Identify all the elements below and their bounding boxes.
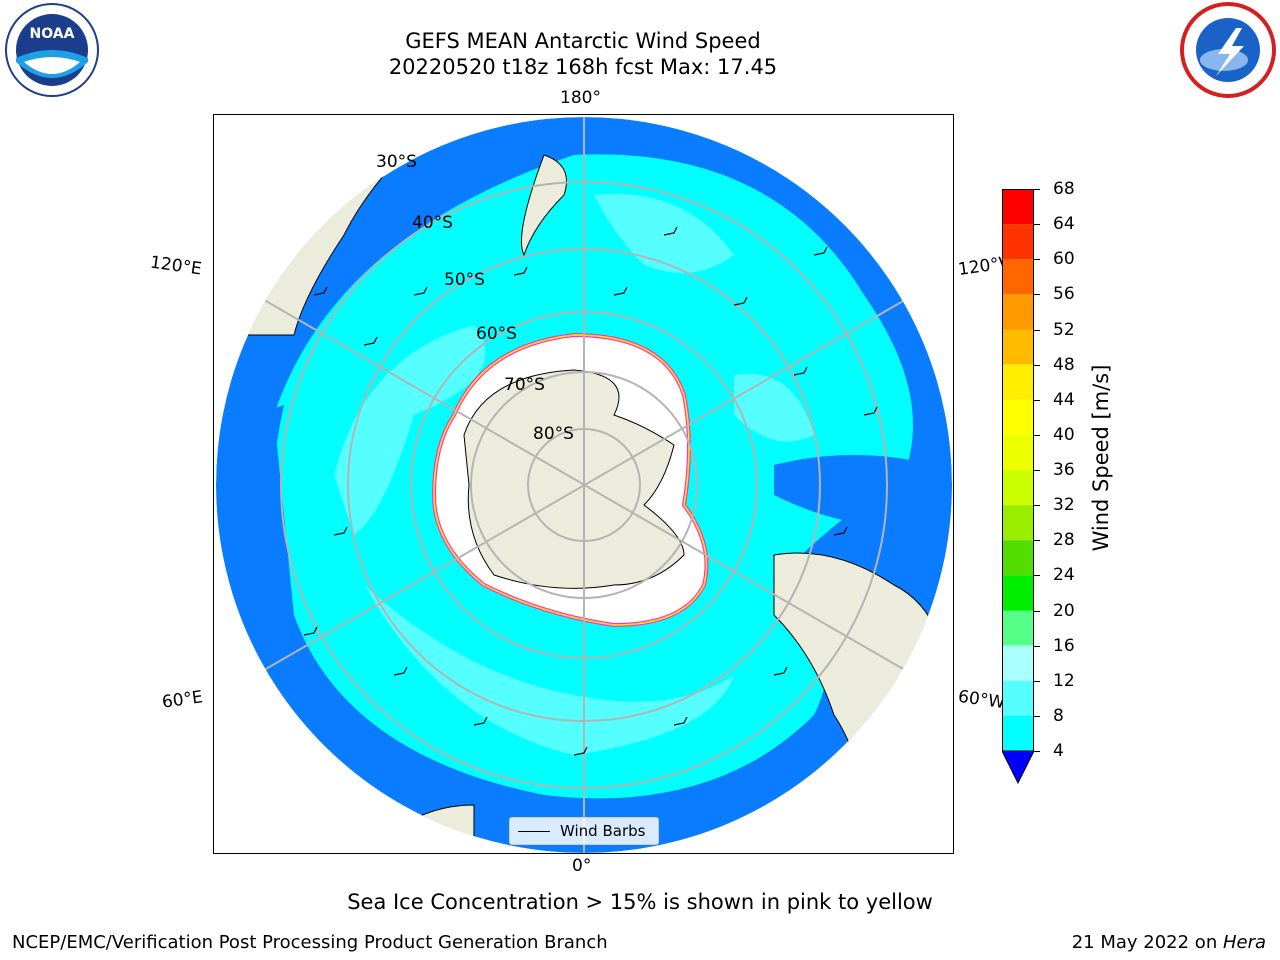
colorbar-svg bbox=[1001, 189, 1035, 785]
colorbar-tick-mark bbox=[1034, 610, 1040, 612]
wind-barbs bbox=[303, 226, 878, 756]
colorbar-segment bbox=[1002, 189, 1034, 225]
colorbar-segment bbox=[1002, 715, 1034, 751]
colorbar-tick-label: 40 bbox=[1053, 424, 1075, 445]
lat-label-80s: 80°S bbox=[533, 424, 574, 444]
nws-logo bbox=[1178, 2, 1278, 98]
colorbar-tick-label: 48 bbox=[1053, 354, 1075, 375]
colorbar-segment bbox=[1002, 540, 1034, 576]
colorbar-segment bbox=[1002, 364, 1034, 400]
colorbar-tick-label: 64 bbox=[1053, 214, 1075, 235]
footer-host: Hera bbox=[1222, 932, 1266, 953]
colorbar-segment bbox=[1002, 610, 1034, 646]
colorbar-tick-mark bbox=[1034, 259, 1040, 261]
lat-label-50s: 50°S bbox=[444, 270, 485, 290]
graticule bbox=[216, 117, 952, 853]
colorbar-tick-mark bbox=[1034, 434, 1040, 436]
lat-label-70s: 70°S bbox=[504, 375, 545, 395]
legend-label: Wind Barbs bbox=[560, 822, 646, 840]
colorbar-tick-mark bbox=[1034, 470, 1040, 471]
colorbar-segment bbox=[1002, 645, 1034, 681]
lon-label-0: 0° bbox=[572, 856, 592, 876]
colorbar-tick-label: 4 bbox=[1053, 741, 1064, 761]
colorbar-segment bbox=[1002, 470, 1034, 506]
colorbar-tick-label: 60 bbox=[1053, 249, 1075, 270]
polar-map bbox=[214, 115, 953, 853]
colorbar-segment bbox=[1002, 259, 1034, 295]
footer-right: 21 May 2022 on Hera bbox=[1072, 932, 1266, 953]
colorbar-segment bbox=[1002, 294, 1034, 330]
colorbar-tick-mark bbox=[1034, 189, 1040, 190]
colorbar-tick-mark bbox=[1034, 680, 1040, 682]
colorbar-tick-label: 56 bbox=[1053, 284, 1075, 305]
footer-date: 21 May 2022 on bbox=[1071, 932, 1223, 953]
noaa-logo: NOAA bbox=[2, 2, 102, 98]
colorbar-tick-mark bbox=[1034, 715, 1040, 717]
colorbar-tick-label: 8 bbox=[1053, 705, 1064, 726]
colorbar-tick-label: 16 bbox=[1053, 635, 1075, 656]
colorbar-tick-label: 36 bbox=[1053, 460, 1075, 480]
noaa-logo-text: NOAA bbox=[30, 26, 75, 42]
colorbar-tick-label: 32 bbox=[1053, 495, 1075, 516]
map-legend: Wind Barbs bbox=[509, 817, 659, 845]
caption: Sea Ice Concentration > 15% is shown in … bbox=[347, 890, 933, 914]
colorbar-tick-mark bbox=[1034, 575, 1040, 577]
colorbar-tick-label: 44 bbox=[1053, 389, 1075, 410]
chart-subtitle: 20220520 t18z 168h fcst Max: 17.45 bbox=[388, 55, 778, 79]
lat-label-40s: 40°S bbox=[412, 213, 453, 233]
chart-title: GEFS MEAN Antarctic Wind Speed bbox=[405, 29, 761, 53]
legend-line bbox=[518, 831, 550, 832]
colorbar-tick-mark bbox=[1034, 645, 1040, 647]
colorbar-tick-label: 52 bbox=[1053, 319, 1075, 340]
lon-label-120e: 120°E bbox=[148, 252, 203, 280]
colorbar-tick-mark bbox=[1034, 505, 1040, 507]
colorbar-tick-mark bbox=[1034, 364, 1040, 366]
lon-label-60e: 60°E bbox=[160, 687, 205, 713]
colorbar-tick-mark bbox=[1034, 224, 1040, 226]
colorbar-segment bbox=[1002, 680, 1034, 716]
colorbar-segment bbox=[1002, 505, 1034, 541]
colorbar-label: Wind Speed [m/s] bbox=[1089, 364, 1113, 552]
colorbar-extend bbox=[1001, 750, 1035, 785]
colorbar-tick-label: 28 bbox=[1053, 530, 1075, 551]
footer-left: NCEP/EMC/Verification Post Processing Pr… bbox=[12, 932, 608, 953]
colorbar-tick-mark bbox=[1034, 540, 1040, 542]
colorbar-frame bbox=[1002, 189, 1034, 752]
colorbar-segment bbox=[1002, 575, 1034, 611]
colorbar-tick-mark bbox=[1034, 751, 1040, 752]
colorbar-tick-label: 24 bbox=[1053, 565, 1075, 586]
colorbar-segment bbox=[1002, 329, 1034, 365]
colorbar-tick-mark bbox=[1034, 329, 1040, 331]
colorbar-tick-mark bbox=[1034, 399, 1040, 401]
colorbar-segment bbox=[1002, 434, 1034, 470]
lat-label-30s: 30°S bbox=[376, 152, 417, 172]
map-panel bbox=[213, 114, 954, 854]
lat-label-60s: 60°S bbox=[476, 324, 517, 344]
map-disk bbox=[216, 117, 952, 853]
colorbar-tick-label: 12 bbox=[1053, 670, 1075, 691]
colorbar-tick-label: 68 bbox=[1053, 179, 1075, 199]
lon-label-180: 180° bbox=[560, 88, 601, 108]
colorbar-tick-mark bbox=[1034, 294, 1040, 296]
colorbar bbox=[1001, 189, 1035, 785]
colorbar-tick-label: 20 bbox=[1053, 600, 1075, 621]
lon-label-60w: 60°W bbox=[956, 686, 1007, 714]
colorbar-segment bbox=[1002, 399, 1034, 435]
colorbar-segment bbox=[1002, 224, 1034, 260]
